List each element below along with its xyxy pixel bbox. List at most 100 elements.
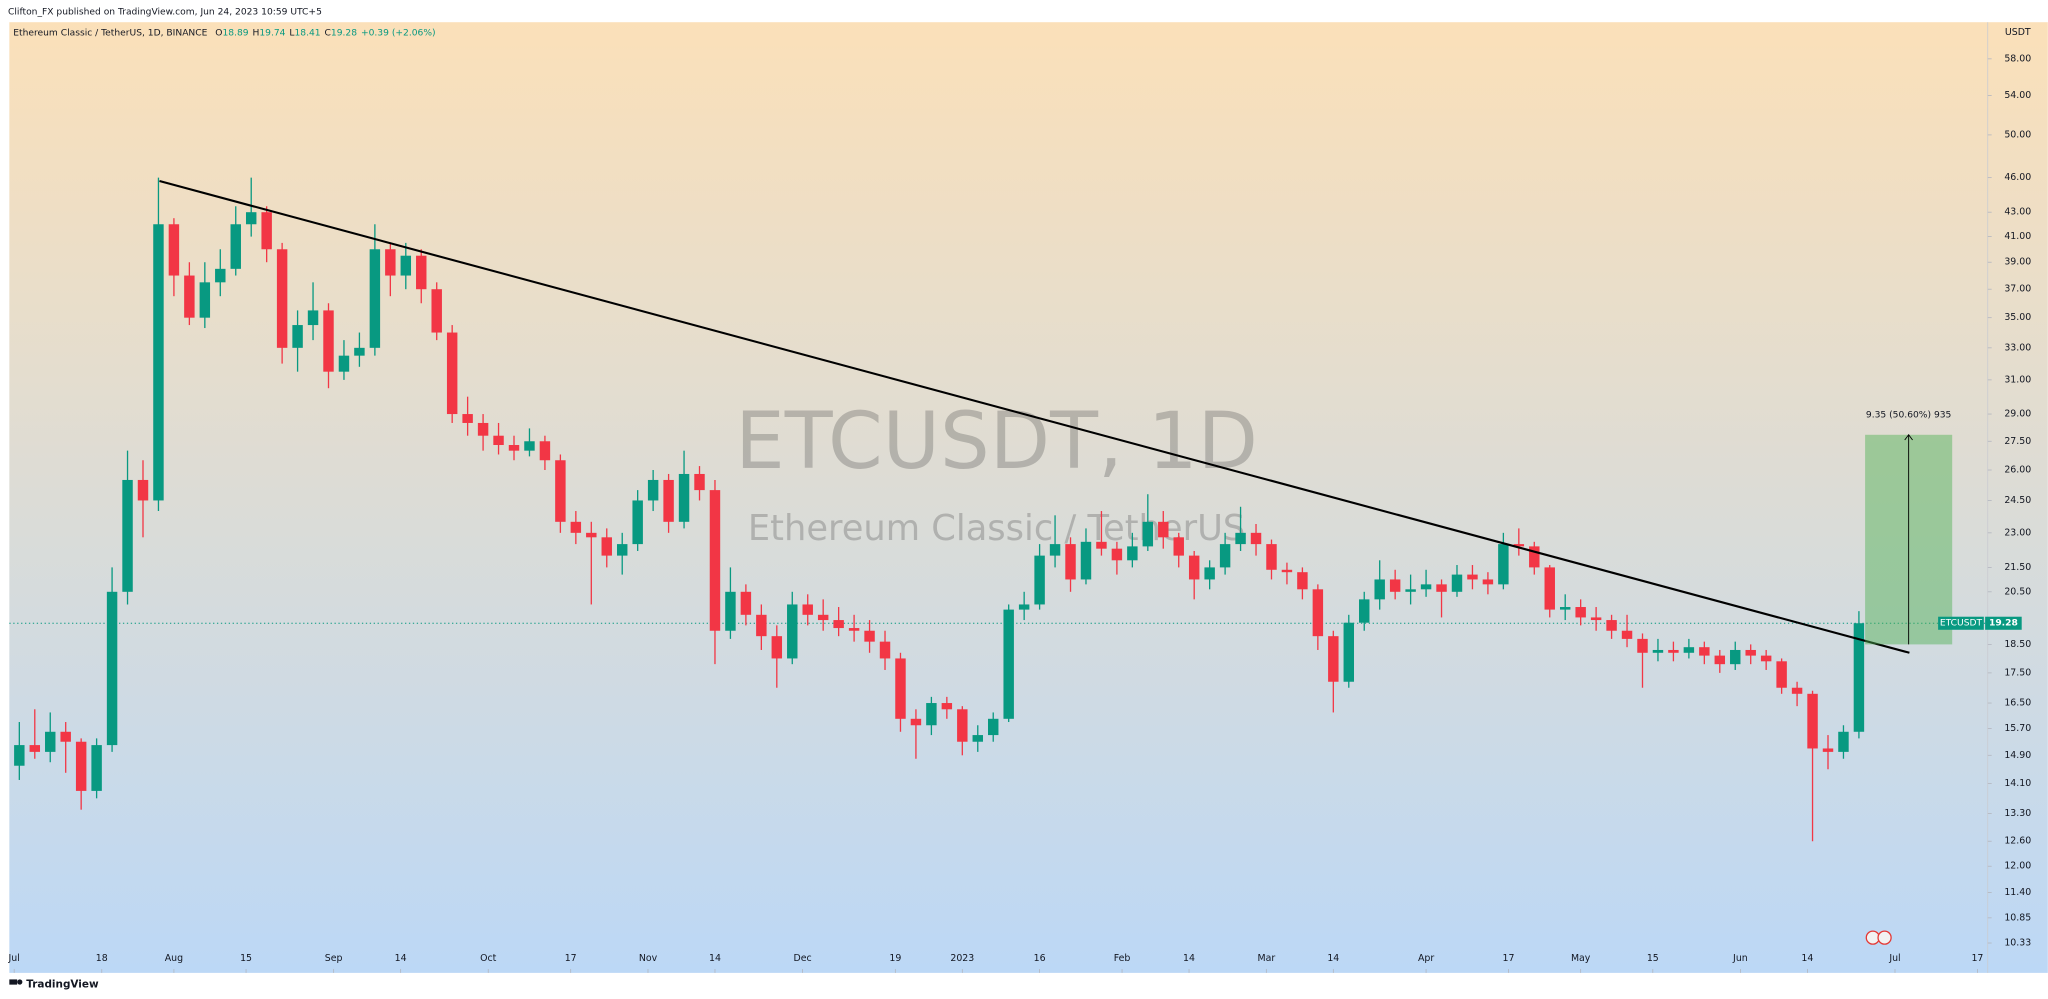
y-tick-label: 33.00 bbox=[2004, 342, 2031, 353]
x-tick-label: Feb bbox=[1114, 953, 1131, 964]
candle-body bbox=[1838, 731, 1849, 752]
candle-body bbox=[323, 310, 334, 372]
ohlc-prefix: O bbox=[215, 28, 222, 38]
candle-body bbox=[168, 224, 180, 276]
candle-body bbox=[400, 255, 412, 276]
candle-body bbox=[75, 741, 87, 791]
x-tick-label: Nov bbox=[639, 953, 658, 964]
y-tick-label: 13.30 bbox=[2004, 808, 2031, 819]
candle-body bbox=[1714, 655, 1726, 665]
candle-body bbox=[1807, 693, 1818, 749]
y-tick-label: 27.50 bbox=[2004, 436, 2031, 447]
candle-body bbox=[493, 435, 504, 446]
brand: TradingView bbox=[26, 979, 99, 991]
price-tag-symbol-bg bbox=[1938, 616, 1984, 630]
candle-body bbox=[524, 441, 535, 451]
y-tick-label: 12.60 bbox=[2004, 836, 2031, 847]
candle-body bbox=[1328, 636, 1339, 682]
candle-body bbox=[1853, 623, 1865, 732]
y-tick-label: 24.50 bbox=[2004, 495, 2031, 506]
candle-body bbox=[1575, 607, 1586, 618]
candle-body bbox=[1683, 647, 1695, 653]
candle-body bbox=[941, 703, 953, 710]
candle-body bbox=[1590, 617, 1602, 621]
x-tick-label: 2023 bbox=[950, 953, 974, 964]
candle-body bbox=[1204, 567, 1215, 580]
candle-body bbox=[1127, 546, 1138, 561]
candle-body bbox=[926, 703, 937, 726]
ohlc-prefix: H bbox=[252, 28, 259, 38]
candle-body bbox=[276, 249, 288, 348]
ohlc-prefix: C bbox=[325, 28, 331, 38]
y-tick-label: 29.00 bbox=[2004, 409, 2031, 420]
x-tick-label: 19 bbox=[889, 953, 901, 964]
measure-label: 9.35 (50.60%) 935 bbox=[1866, 411, 1952, 421]
candle-body bbox=[385, 249, 396, 276]
candle-body bbox=[539, 441, 551, 461]
candle-body bbox=[106, 591, 118, 746]
candle-body bbox=[1219, 544, 1231, 568]
candle-body bbox=[694, 473, 705, 491]
candle-body bbox=[817, 614, 829, 621]
x-tick-label: Jun bbox=[1732, 953, 1748, 964]
candle-body bbox=[1498, 544, 1509, 585]
y-tick-label: 12.00 bbox=[2004, 861, 2031, 872]
x-tick-label: 17 bbox=[1503, 953, 1515, 964]
candle-body bbox=[1018, 604, 1030, 610]
x-tick-label: 15 bbox=[240, 953, 252, 964]
candle-body bbox=[1467, 574, 1478, 580]
y-tick-label: 54.00 bbox=[2004, 90, 2031, 101]
candle-body bbox=[1791, 687, 1803, 694]
candle-body bbox=[1606, 620, 1617, 631]
candle-body bbox=[462, 414, 473, 423]
y-tick-label: 18.50 bbox=[2004, 639, 2031, 650]
candle-body bbox=[1343, 622, 1355, 682]
candle-body bbox=[1699, 647, 1710, 656]
x-tick-label: 18 bbox=[96, 953, 108, 964]
x-tick-label: 14 bbox=[1327, 953, 1339, 964]
candle-body bbox=[1080, 541, 1092, 580]
candle-body bbox=[1158, 521, 1169, 538]
candle-body bbox=[1822, 748, 1834, 752]
candle-body bbox=[416, 255, 427, 290]
candle-body bbox=[1482, 579, 1494, 585]
candle-body bbox=[1034, 555, 1045, 605]
candle-body bbox=[1652, 649, 1664, 653]
candle-body bbox=[555, 460, 566, 522]
ohlc-value: 18.41 bbox=[294, 28, 320, 38]
y-tick-label: 15.70 bbox=[2004, 723, 2031, 734]
candle-body bbox=[663, 479, 674, 522]
candle-body bbox=[879, 641, 891, 659]
candle-body bbox=[647, 479, 659, 501]
y-tick-label: 21.50 bbox=[2004, 562, 2031, 573]
y-tick-label: 35.00 bbox=[2004, 312, 2031, 323]
candle-body bbox=[988, 718, 999, 736]
candle-body bbox=[1250, 532, 1262, 545]
chart-background bbox=[9, 22, 2048, 973]
candle-body bbox=[153, 224, 164, 501]
watermark-sub: Ethereum Classic / TetherUS bbox=[748, 508, 1245, 549]
candle-body bbox=[864, 630, 875, 642]
brand-logo bbox=[9, 979, 23, 985]
candle-body bbox=[1049, 544, 1061, 556]
candle-body bbox=[1621, 630, 1633, 639]
candle-body bbox=[756, 614, 767, 637]
candle-body bbox=[1436, 584, 1447, 592]
candle-body bbox=[1359, 599, 1370, 623]
symbol-header: Ethereum Classic / TetherUS, 1D, BINANCE… bbox=[13, 28, 435, 38]
candle-body bbox=[369, 249, 381, 348]
candle-body bbox=[338, 355, 350, 372]
candle-body bbox=[616, 544, 628, 556]
y-tick-label: 14.90 bbox=[2004, 750, 2031, 761]
y-tick-label: 39.00 bbox=[2004, 257, 2031, 268]
watermark: ETCUSDT, 1D bbox=[735, 396, 1258, 487]
y-tick-label: 16.50 bbox=[2004, 698, 2031, 709]
y-tick-label: 31.00 bbox=[2004, 374, 2031, 385]
candle-body bbox=[1559, 607, 1571, 610]
x-tick-label: 15 bbox=[1647, 953, 1659, 964]
candle-body bbox=[972, 735, 983, 742]
candle-body bbox=[957, 709, 968, 742]
candle-body bbox=[508, 445, 520, 451]
